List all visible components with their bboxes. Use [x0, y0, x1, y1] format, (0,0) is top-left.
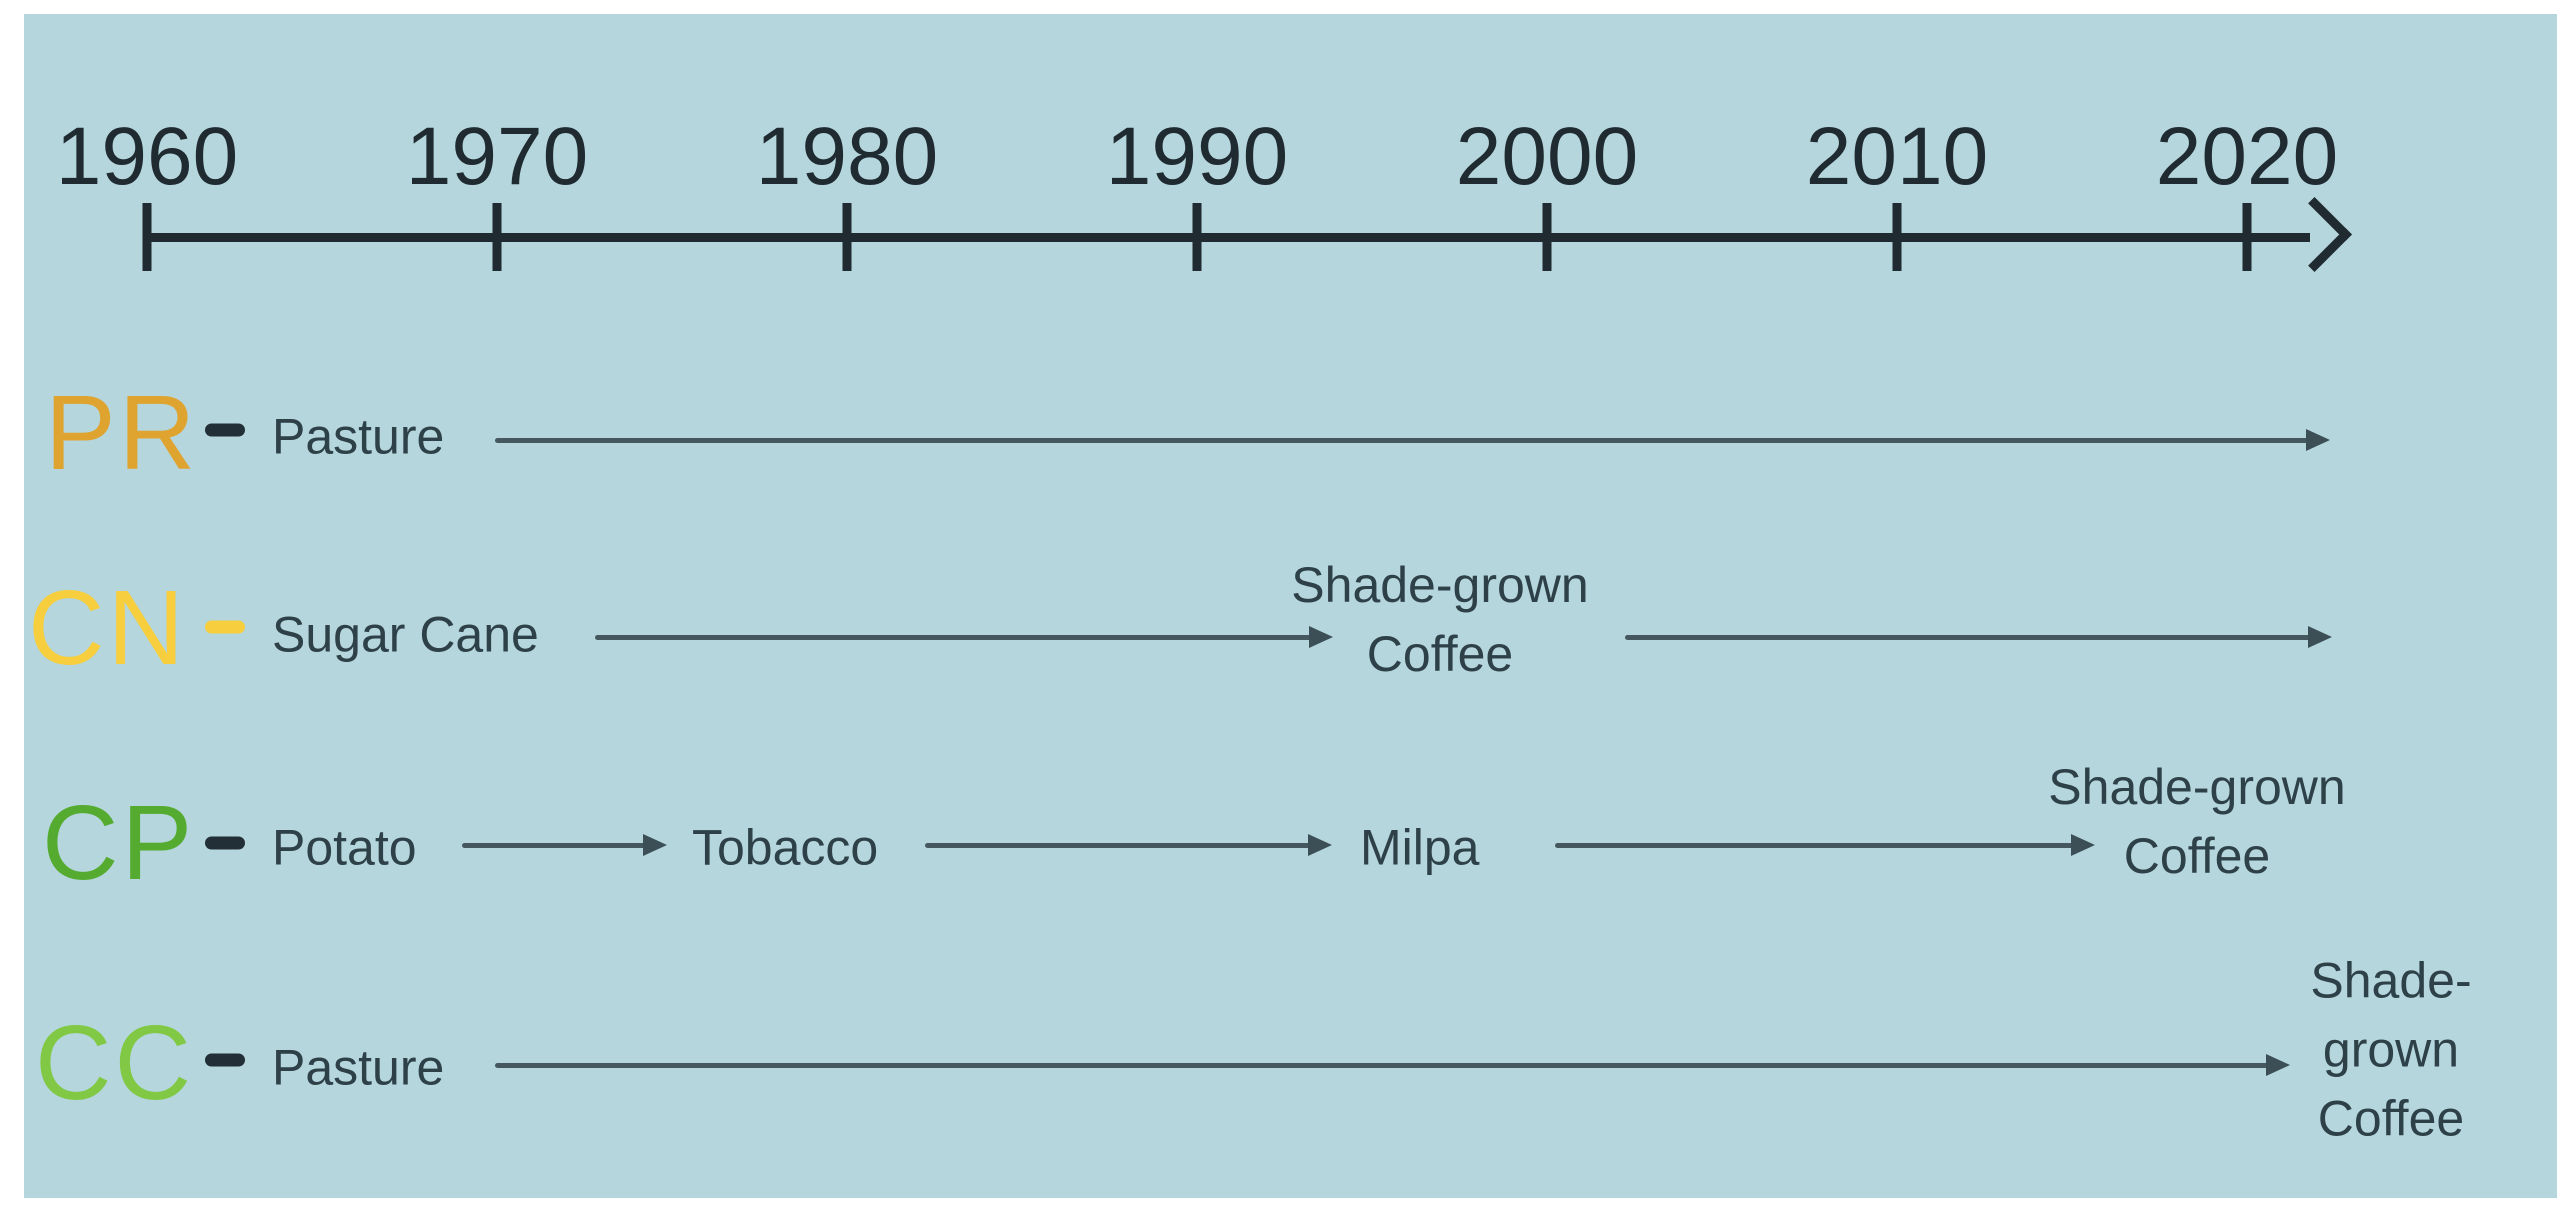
arrowhead-icon: [1308, 834, 1332, 856]
axis-tick-1960: [142, 203, 152, 271]
axis-tick-1980: [842, 203, 852, 271]
row-dash-cp: [205, 836, 245, 850]
year-label-1970: 1970: [405, 111, 589, 202]
arrowhead-icon: [2266, 1054, 2290, 1076]
row-code-pr: PR: [45, 374, 199, 492]
crop-label-shade-grown-coffee: Shade-grown Coffee: [1291, 557, 1589, 682]
row-code-cn: CN: [28, 569, 188, 687]
row-dash-pr: [205, 423, 245, 437]
year-label-1960: 1960: [55, 111, 239, 202]
figure-panel: [24, 14, 2557, 1198]
arrow-shaft: [462, 842, 651, 848]
crop-label-sugar-cane: Sugar Cane: [272, 606, 539, 663]
axis-tick-2010: [1892, 203, 1902, 271]
crop-label-milpa: Milpa: [1360, 819, 1480, 876]
crop-label-tobacco: Tobacco: [692, 819, 879, 876]
row-code-cc: CC: [35, 1004, 195, 1122]
arrowhead-icon: [2071, 834, 2095, 856]
year-label-1990: 1990: [1105, 111, 1289, 202]
arrow-shaft: [495, 437, 2314, 443]
axis-tick-1970: [492, 203, 502, 271]
arrow-shaft: [1555, 842, 2079, 848]
axis-tick-2000: [1542, 203, 1552, 271]
year-label-2010: 2010: [1805, 111, 1989, 202]
year-label-1980: 1980: [755, 111, 939, 202]
arrow-shaft: [595, 634, 1317, 640]
crop-label-pasture: Pasture: [272, 1039, 445, 1096]
axis-tick-1990: [1192, 203, 1202, 271]
axis-line: [143, 233, 2310, 242]
row-dash-cc: [205, 1053, 245, 1067]
arrowhead-icon: [643, 834, 667, 856]
arrow-shaft: [1625, 634, 2316, 640]
crop-label-shade-grown-coffee: Shade-grown Coffee: [2310, 952, 2472, 1147]
year-label-2000: 2000: [1455, 111, 1639, 202]
crop-label-potato: Potato: [272, 819, 417, 876]
crop-label-pasture: Pasture: [272, 408, 445, 465]
row-code-cp: CP: [42, 784, 196, 902]
axis-tick-2020: [2242, 203, 2252, 271]
arrowhead-icon: [2306, 429, 2330, 451]
row-dash-cn: [205, 620, 245, 634]
arrowhead-icon: [2308, 626, 2332, 648]
arrowhead-icon: [1309, 626, 1333, 648]
arrow-shaft: [495, 1062, 2274, 1068]
crop-label-shade-grown-coffee: Shade-grown Coffee: [2048, 759, 2346, 884]
arrow-shaft: [925, 842, 1316, 848]
year-label-2020: 2020: [2155, 111, 2339, 202]
